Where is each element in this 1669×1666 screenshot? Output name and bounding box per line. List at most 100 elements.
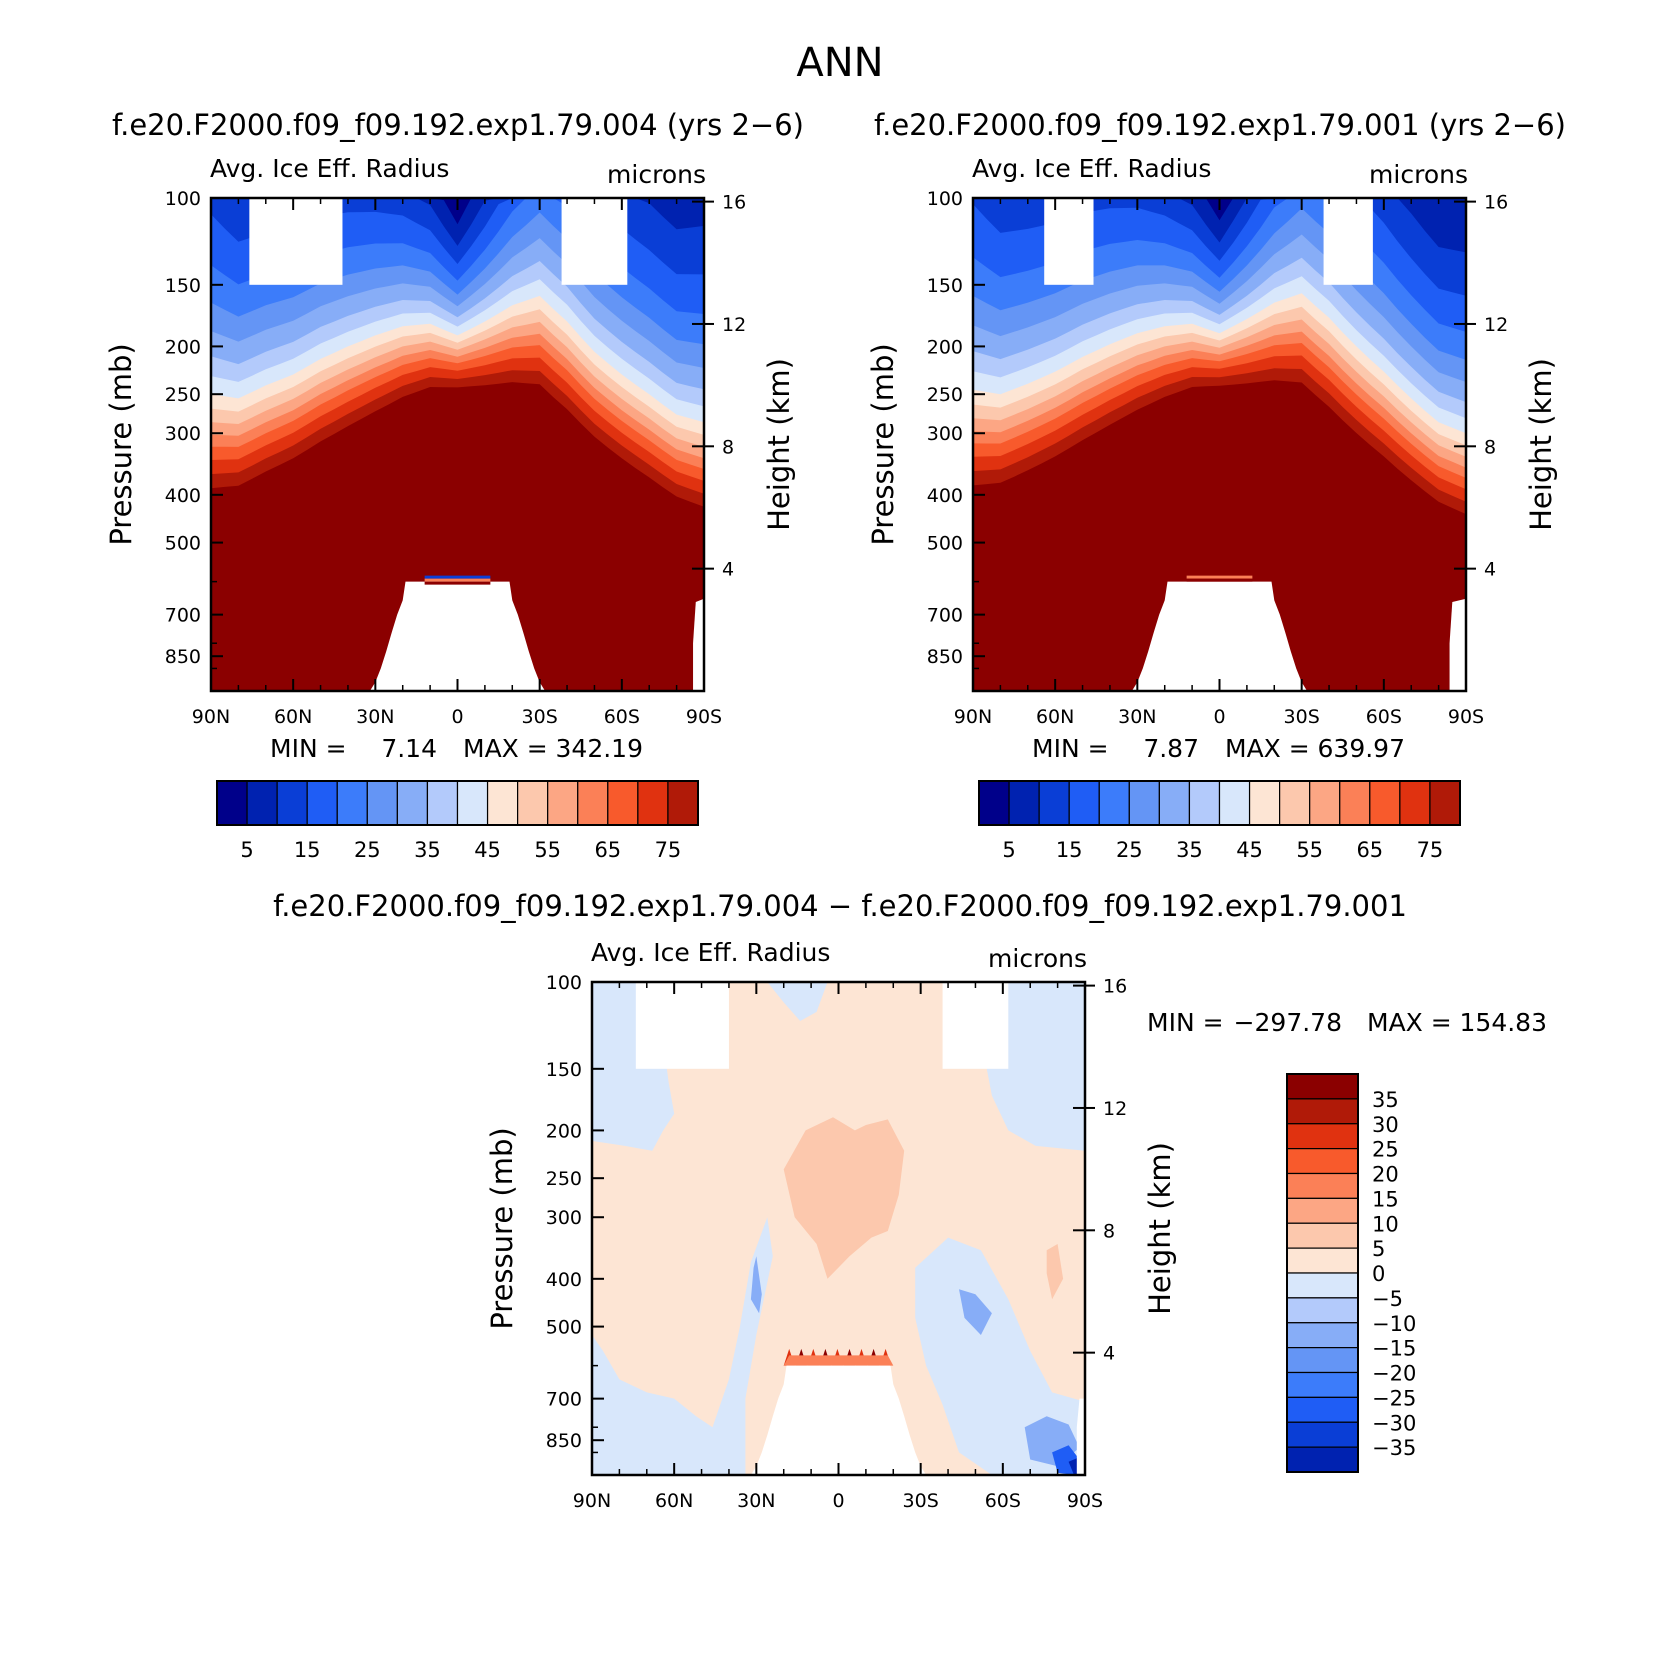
panel0-colorbar: 5 15 25 35 45 55 65 75 <box>216 780 699 862</box>
pressure-tick-label: 150 <box>927 275 963 297</box>
topography-mask <box>750 1365 927 1475</box>
pressure-tick-label: 250 <box>165 384 201 406</box>
lat-tick-label: 30N <box>737 1490 775 1512</box>
colorbar-swatch <box>246 780 278 826</box>
colorbar-swatch <box>667 780 699 826</box>
colorbar-tick-label: 75 <box>1417 838 1444 862</box>
colorbar-tick-label: −15 <box>1372 1337 1416 1361</box>
lat-tick-label: 90S <box>1067 1490 1103 1512</box>
panel1-filled-contours <box>973 198 1466 691</box>
contour-band-20-25 <box>783 1355 894 1366</box>
colorbar-swatch <box>1286 1172 1359 1199</box>
colorbar-swatch <box>216 780 248 826</box>
panel2-case-title: f.e20.F2000.f09_f09.192.exp1.79.004 − f.… <box>273 889 1407 923</box>
colorbar-swatch <box>637 780 669 826</box>
colorbar-tick-label: 45 <box>474 838 501 862</box>
colorbar-tick-label: 35 <box>1176 838 1203 862</box>
antarctica-mask <box>1076 1398 1085 1475</box>
colorbar-swatch <box>1309 780 1341 826</box>
panel1-max-label: MAX = <box>1225 734 1310 763</box>
colorbar-swatch <box>607 780 639 826</box>
colorbar-swatch <box>1218 780 1251 826</box>
colorbar-swatch <box>1286 1396 1359 1423</box>
colorbar-tick-label: 15 <box>1056 838 1083 862</box>
pressure-tick-label: 150 <box>546 1059 582 1081</box>
height-tick-label: 4 <box>1484 559 1496 581</box>
panel2-units-label: microns <box>988 944 1087 973</box>
panel0-min-value: 7.14 <box>381 734 437 763</box>
colorbar-tick-label: 65 <box>1356 838 1383 862</box>
colorbar-swatch <box>1286 1073 1359 1100</box>
colorbar-swatch <box>1038 780 1070 826</box>
colorbar-swatch <box>276 780 308 826</box>
topography-mask <box>1131 581 1308 691</box>
colorbar-tick-label: 20 <box>1372 1163 1399 1187</box>
topography-edge-strip <box>424 578 491 582</box>
panel0-contour-plot: 100 150 200 250 300 400 500 700 850 16 12 8 4 90N 60N 3… <box>104 188 796 728</box>
colorbar-swatch <box>1429 780 1461 826</box>
height-tick-label: 12 <box>722 314 746 336</box>
topography-edge-strip <box>1186 578 1253 582</box>
colorbar-swatch <box>306 780 338 826</box>
lat-tick-label: 90N <box>954 706 992 728</box>
colorbar-swatch <box>1286 1222 1359 1249</box>
colorbar-tick-label: 15 <box>1372 1187 1399 1211</box>
colorbar-tick-label: 10 <box>1372 1212 1399 1236</box>
missing-data-region <box>1323 198 1373 285</box>
pressure-tick-label: 250 <box>546 1168 582 1190</box>
height-tick-label: 16 <box>1103 976 1127 998</box>
topography-mask <box>369 581 546 691</box>
pressure-tick-label: 400 <box>165 485 201 507</box>
pressure-tick-label: 100 <box>927 188 963 210</box>
colorbar-tick-label: −5 <box>1372 1287 1403 1311</box>
lat-tick-label: 60S <box>604 706 640 728</box>
colorbar-swatch <box>426 780 459 826</box>
colorbar-tick-label: 5 <box>1002 838 1015 862</box>
contour-band-neg5-0 <box>767 982 828 1021</box>
colorbar-swatch <box>1286 1297 1359 1324</box>
pressure-tick-label: 700 <box>546 1389 582 1411</box>
pressure-tick-label: 500 <box>546 1317 582 1339</box>
topography-edge-strip <box>1186 575 1253 579</box>
lat-tick-label: 90N <box>573 1490 611 1512</box>
panel0-units-label: microns <box>607 160 706 189</box>
colorbar-swatch <box>1286 1197 1359 1224</box>
pressure-axis-title: Pressure (mb) <box>485 1127 519 1329</box>
pressure-axis-title: Pressure (mb) <box>104 343 138 545</box>
lat-tick-label: 60N <box>655 1490 693 1512</box>
panel0-variable-label: Avg. Ice Eff. Radius <box>210 154 449 183</box>
panel0-max-value: 342.19 <box>556 734 643 763</box>
colorbar-swatch <box>1286 1347 1359 1374</box>
pressure-tick-label: 200 <box>546 1120 582 1142</box>
missing-data-region <box>635 982 729 1069</box>
missing-data-region <box>249 198 343 285</box>
contour-band <box>973 198 1466 332</box>
height-tick-label: 12 <box>1103 1098 1127 1120</box>
colorbar-swatch <box>547 780 579 826</box>
panel0-stats: MIN = 7.14 MAX = 342.19 <box>270 734 643 763</box>
colorbar-swatch <box>1286 1123 1359 1150</box>
panel1-contour-plot: 100 150 200 250 300 400 500 700 850 16 12 8 4 90N 60N 3… <box>866 188 1558 728</box>
colorbar-swatch <box>1248 780 1281 826</box>
colorbar-swatch <box>1098 780 1130 826</box>
lat-tick-label: 60S <box>985 1490 1021 1512</box>
colorbar-tick-label: 25 <box>1116 838 1143 862</box>
colorbar-swatch <box>1286 1148 1359 1175</box>
pressure-tick-label: 500 <box>927 533 963 555</box>
season-title: ANN <box>796 40 883 86</box>
colorbar-swatch <box>1279 780 1311 826</box>
colorbar-tick-label: 45 <box>1236 838 1263 862</box>
colorbar-tick-label: 75 <box>655 838 682 862</box>
height-tick-label: 4 <box>722 559 734 581</box>
colorbar-swatch <box>486 780 519 826</box>
colorbar-swatch <box>1128 780 1160 826</box>
contour-band-neg10-5 <box>750 1256 762 1314</box>
lat-tick-label: 30N <box>1118 706 1156 728</box>
colorbar-tick-label: 25 <box>354 838 381 862</box>
colorbar-tick-label: 35 <box>1372 1088 1399 1112</box>
lat-tick-label: 60N <box>274 706 312 728</box>
colorbar-swatch <box>517 780 549 826</box>
colorbar-frame <box>216 780 699 826</box>
pressure-tick-label: 700 <box>927 605 963 627</box>
height-tick-label: 16 <box>1484 192 1508 214</box>
